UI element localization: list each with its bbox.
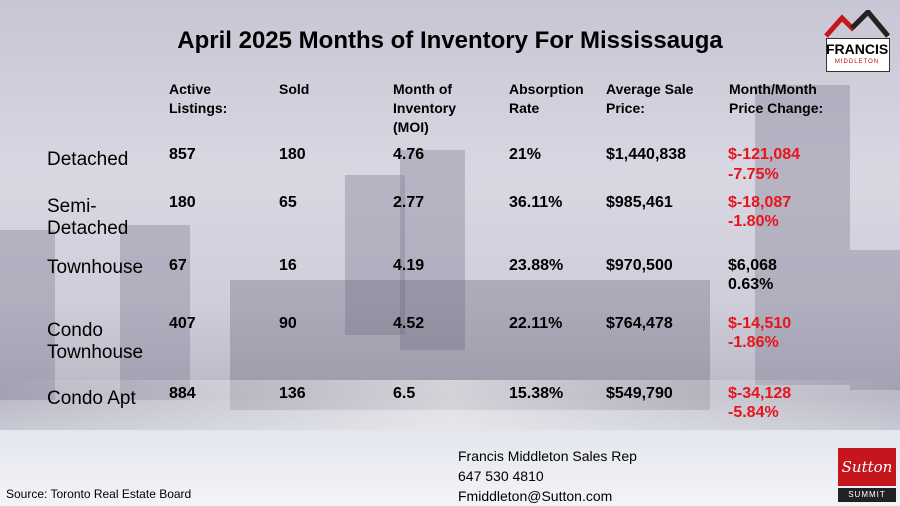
cell-avg-price: $549,790	[606, 385, 673, 402]
row-label-condo-apt: Condo Apt	[47, 388, 136, 409]
header-moi: Month of Inventory (MOI)	[393, 81, 457, 135]
cell-active: 884	[169, 385, 196, 402]
header-active-listings: Active Listings:	[169, 81, 228, 116]
cell-change-amount: $6,068	[728, 257, 777, 274]
cell-change-pct: -1.86%	[728, 334, 779, 351]
cell-change-amount: $-18,087	[728, 194, 792, 211]
row-label-townhouse: Townhouse	[47, 257, 144, 278]
source-note: Source: Toronto Real Estate Board	[6, 487, 192, 501]
header-average-sale-price: Average Sale Price:	[606, 81, 694, 116]
cell-sold: 180	[279, 146, 306, 163]
cell-moi: 6.5	[393, 385, 416, 402]
francis-middleton-logo: FRANCIS MIDDLETON	[822, 8, 892, 72]
cell-sold: 65	[279, 194, 297, 211]
cell-active: 180	[169, 194, 196, 211]
house-roof-icon	[824, 8, 890, 38]
cell-moi: 4.19	[393, 257, 425, 274]
cell-change-pct: 0.63%	[728, 276, 774, 293]
header-sold: Sold	[279, 81, 310, 97]
cell-avg-price: $1,440,838	[606, 146, 687, 163]
contact-phone: 647 530 4810	[458, 468, 544, 484]
cell-absorption: 36.11%	[509, 194, 563, 211]
cell-absorption: 23.88%	[509, 257, 564, 274]
cell-avg-price: $970,500	[606, 257, 673, 274]
cell-change-amount: $-14,510	[728, 315, 792, 332]
cell-moi: 4.52	[393, 315, 425, 332]
cell-change-pct: -5.84%	[728, 404, 779, 421]
cell-sold: 16	[279, 257, 297, 274]
cell-active: 407	[169, 315, 196, 332]
cell-avg-price: $985,461	[606, 194, 673, 211]
cell-sold: 90	[279, 315, 297, 332]
cell-change-pct: -7.75%	[728, 166, 779, 183]
row-label-detached: Detached	[47, 149, 129, 170]
contact-name: Francis Middleton Sales Rep	[458, 448, 637, 464]
cell-change-amount: $-121,084	[728, 146, 801, 163]
cell-change-amount: $-34,128	[728, 385, 792, 402]
page-title: April 2025 Months of Inventory For Missi…	[177, 27, 723, 54]
cell-absorption: 15.38%	[509, 385, 564, 402]
cell-absorption: 21%	[509, 146, 542, 163]
cell-sold: 136	[279, 385, 306, 402]
cell-avg-price: $764,478	[606, 315, 673, 332]
row-label-semi-detached: Semi- Detached	[47, 196, 129, 239]
cell-moi: 2.77	[393, 194, 425, 211]
cell-active: 67	[169, 257, 187, 274]
header-absorption-rate: Absorption Rate	[509, 81, 584, 116]
sutton-summit-logo: Sutton SUMMIT	[838, 448, 896, 502]
contact-email: Fmiddleton@Sutton.com	[458, 488, 613, 504]
cell-change-pct: -1.80%	[728, 213, 779, 230]
cell-active: 857	[169, 146, 196, 163]
row-label-condo-townhouse: Condo Townhouse	[47, 320, 144, 363]
cell-moi: 4.76	[393, 146, 425, 163]
cell-absorption: 22.11%	[509, 315, 563, 332]
header-price-change: Month/Month Price Change:	[729, 81, 824, 116]
